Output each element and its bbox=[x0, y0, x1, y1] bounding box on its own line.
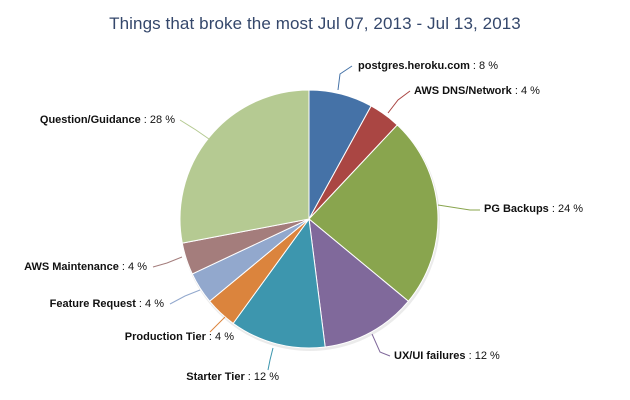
connector-aws-dns-network bbox=[387, 90, 411, 114]
slice-value: : 4 % bbox=[119, 261, 147, 273]
slice-value: : 12 % bbox=[245, 371, 279, 383]
connector-feature-request bbox=[169, 289, 201, 305]
slice-category: Production Tier bbox=[125, 331, 207, 343]
slice-value: : 12 % bbox=[466, 350, 500, 362]
slice-value: : 28 % bbox=[141, 114, 175, 126]
connector-production-tier bbox=[209, 316, 226, 333]
connector-starter-tier bbox=[267, 347, 274, 371]
pie-slice-question-guidance[interactable] bbox=[179, 89, 310, 244]
slice-label-postgres-heroku-com: postgres.heroku.com : 8 % bbox=[358, 60, 498, 72]
slice-label-pg-backups: PG Backups : 24 % bbox=[484, 203, 583, 215]
connector-aws-maintenance bbox=[152, 256, 183, 268]
slice-value: : 4 % bbox=[136, 298, 164, 310]
slice-value: : 4 % bbox=[206, 331, 234, 343]
connector-postgres-heroku-com bbox=[337, 65, 353, 91]
pie-slice-starter-tier[interactable] bbox=[232, 217, 326, 349]
connector-question-guidance bbox=[179, 119, 210, 140]
connector-ux-ui-failures bbox=[371, 333, 391, 357]
slice-category: UX/UI failures bbox=[394, 350, 466, 362]
slice-value: : 24 % bbox=[549, 203, 583, 215]
slice-label-production-tier: Production Tier : 4 % bbox=[125, 331, 234, 343]
slice-category: AWS Maintenance bbox=[24, 261, 119, 273]
slice-category: Starter Tier bbox=[186, 371, 245, 383]
slice-label-feature-request: Feature Request : 4 % bbox=[50, 298, 165, 310]
slice-value: : 4 % bbox=[512, 85, 540, 97]
pie-slice-pg-backups[interactable] bbox=[308, 124, 439, 302]
slice-label-ux-ui-failures: UX/UI failures : 12 % bbox=[394, 350, 500, 362]
pie-slice-ux-ui-failures[interactable] bbox=[308, 217, 410, 348]
slice-category: postgres.heroku.com bbox=[358, 60, 470, 72]
slice-value: : 8 % bbox=[470, 60, 498, 72]
slice-label-aws-dns-network: AWS DNS/Network : 4 % bbox=[414, 85, 540, 97]
slice-category: Feature Request bbox=[50, 298, 137, 310]
slice-label-starter-tier: Starter Tier : 12 % bbox=[186, 371, 279, 383]
slice-category: AWS DNS/Network bbox=[414, 85, 513, 97]
slice-category: Question/Guidance bbox=[40, 114, 141, 126]
slice-label-question-guidance: Question/Guidance : 28 % bbox=[40, 114, 175, 126]
slice-category: PG Backups bbox=[484, 203, 549, 215]
chart-title: Things that broke the most Jul 07, 2013 … bbox=[109, 14, 521, 33]
slice-label-aws-maintenance: AWS Maintenance : 4 % bbox=[24, 261, 147, 273]
connector-pg-backups bbox=[437, 204, 480, 211]
